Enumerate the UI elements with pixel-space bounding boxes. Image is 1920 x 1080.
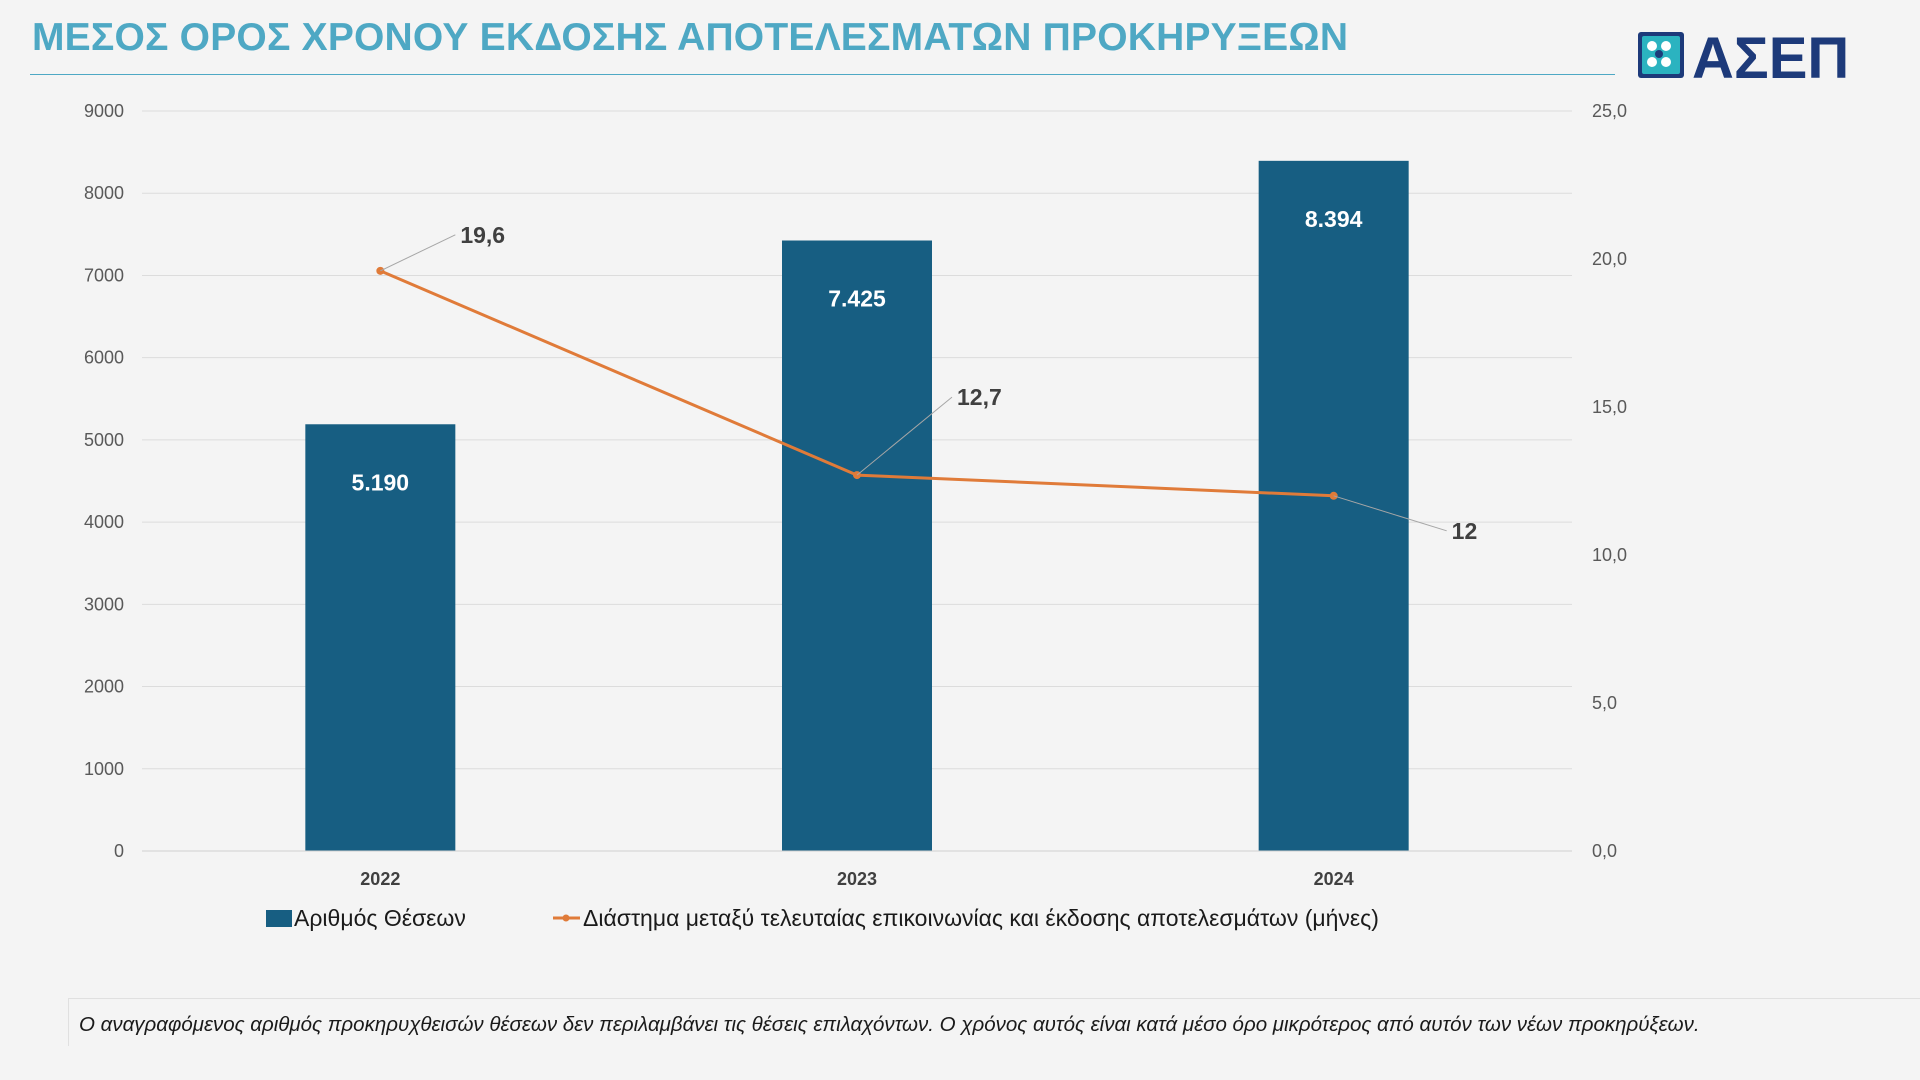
footnote: Ο αναγραφόμενος αριθμός προκηρυχθεισών θ… [68,998,1920,1046]
bar-2023 [782,240,932,851]
line-data-label: 12,7 [957,384,1002,410]
y-left-tick-label: 3000 [84,594,124,614]
line-data-label: 12 [1452,518,1478,544]
legend-swatch-line-marker [562,914,570,922]
legend-label-line: Διάστημα μεταξύ τελευταίας επικοινωνίας … [583,905,1379,931]
y-right-tick-label: 5,0 [1592,693,1617,713]
bar-data-label: 8.394 [1305,206,1363,232]
y-left-tick-label: 0 [114,841,124,861]
y-left-tick-label: 6000 [84,348,124,368]
bar-2022 [305,424,456,851]
bar-2024 [1258,160,1409,851]
x-tick-label: 2024 [1314,869,1354,889]
title-underline [30,74,1615,75]
y-right-tick-label: 25,0 [1592,101,1627,121]
y-left-tick-label: 8000 [84,183,124,203]
y-left-tick-label: 4000 [84,512,124,532]
bar-data-label: 7.425 [828,286,886,312]
line-label-leader [856,396,953,476]
y-right-tick-label: 20,0 [1592,249,1627,269]
bar-data-label: 5.190 [352,469,410,495]
line-data-label: 19,6 [460,222,505,248]
logo-emblem-icon [1638,32,1684,78]
y-left-tick-label: 9000 [84,101,124,121]
line-label-leader [1333,495,1447,532]
y-left-tick-label: 5000 [84,430,124,450]
aseb-logo: ΑΣΕΠ [1638,26,1849,86]
y-right-tick-label: 15,0 [1592,397,1627,417]
x-tick-label: 2022 [360,869,400,889]
logo-text: ΑΣΕΠ [1692,26,1849,86]
line-label-leader [380,234,456,272]
y-right-tick-label: 10,0 [1592,545,1627,565]
y-left-tick-label: 7000 [84,265,124,285]
legend-label-bars: Αριθμός Θέσεων [294,905,466,931]
legend-swatch-bars [266,910,292,927]
y-right-tick-label: 0,0 [1592,841,1617,861]
page-title: ΜΕΣΟΣ ΟΡΟΣ ΧΡΟΝΟΥ ΕΚΔΟΣΗΣ ΑΠΟΤΕΛΕΣΜΑΤΩΝ … [32,16,1349,59]
y-left-tick-label: 1000 [84,759,124,779]
x-tick-label: 2023 [837,869,877,889]
y-left-tick-label: 2000 [84,677,124,697]
